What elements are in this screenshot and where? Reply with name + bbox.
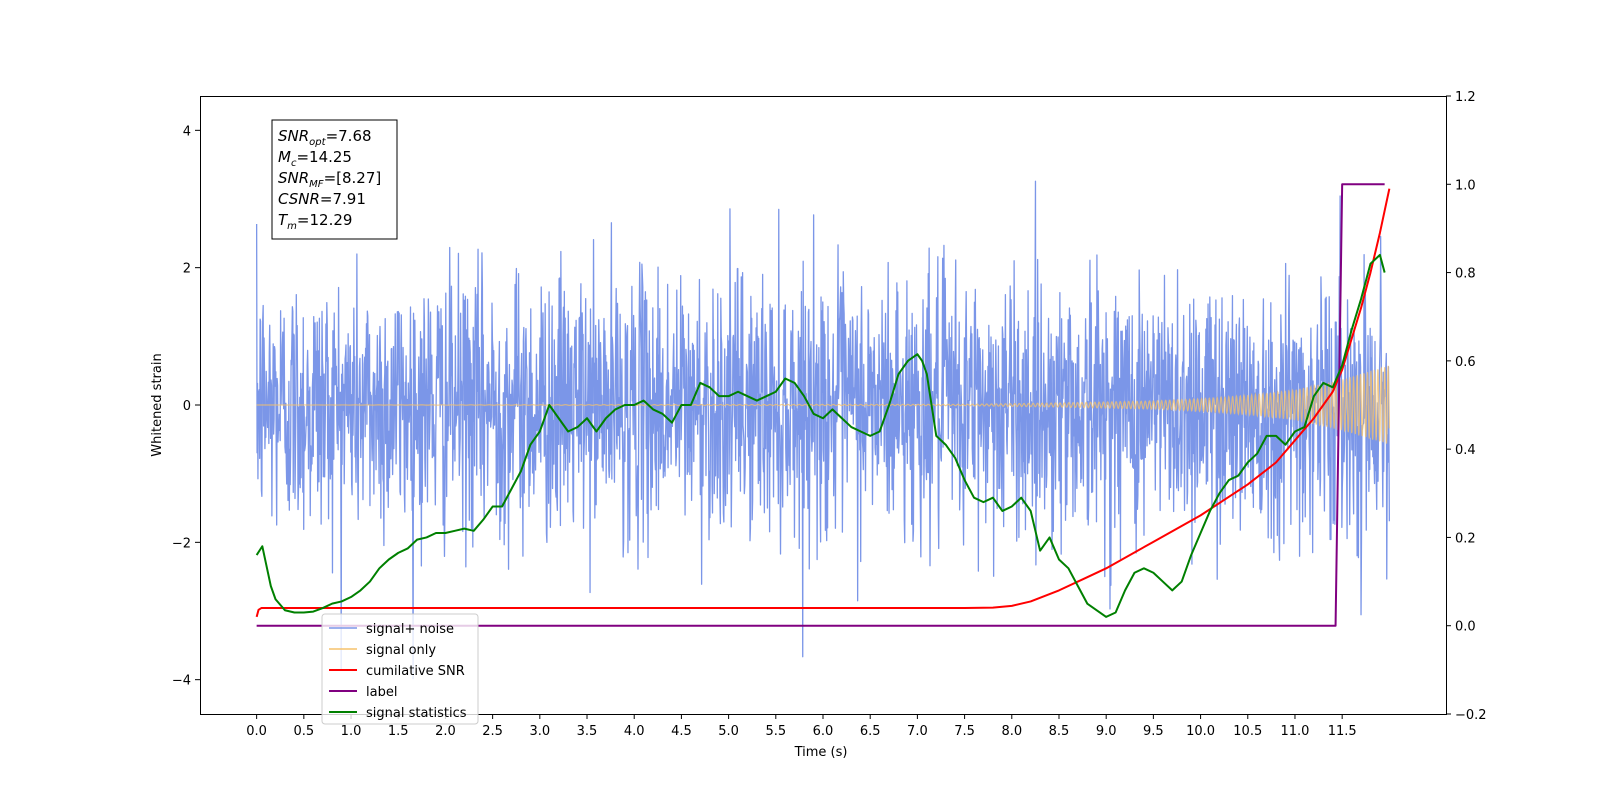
y-left-tick-label: 4: [183, 124, 191, 139]
y-left-tick-label: −4: [172, 674, 191, 689]
x-tick-label: 7.0: [907, 724, 928, 739]
x-tick-label: 10.5: [1233, 724, 1262, 739]
y-left-tick-label: −2: [172, 536, 191, 551]
x-axis-label: Time (s): [794, 745, 848, 760]
y-right-tick-label: 0.2: [1455, 531, 1476, 546]
annotation-subscript: MF: [309, 179, 324, 190]
y-right-tick-label: 0.4: [1455, 443, 1476, 458]
x-tick-label: 2.0: [435, 724, 456, 739]
annotation-value: =7.91: [320, 190, 366, 208]
x-tick-label: 5.0: [718, 724, 739, 739]
x-tick-label: 3.0: [529, 724, 550, 739]
x-tick-label: 2.5: [482, 724, 503, 739]
legend-entry: label: [366, 685, 397, 700]
x-tick-label: 0.5: [293, 724, 314, 739]
x-tick-label: 11.5: [1328, 724, 1357, 739]
series-layer: [255, 180, 1391, 680]
x-tick-label: 7.5: [954, 724, 975, 739]
annotation-symbol: SNR: [278, 169, 309, 187]
stats-annotation-box: SNRopt=7.68Mc=14.25SNRMF=[8.27]CSNR=7.91…: [271, 119, 398, 240]
annotation-line: Mc=14.25: [278, 148, 352, 169]
annotation-line: Tm=12.29: [278, 211, 352, 232]
x-tick-label: 8.0: [1001, 724, 1022, 739]
series-label: [256, 183, 1385, 627]
x-tick-label: 1.0: [341, 724, 362, 739]
series-signal-only: [256, 365, 1390, 444]
x-tick-label: 8.5: [1049, 724, 1070, 739]
x-tick-label: 6.0: [813, 724, 834, 739]
x-tick-label: 6.5: [860, 724, 881, 739]
series-cumulative-snr: [255, 188, 1391, 618]
annotation-symbol: SNR: [278, 127, 309, 145]
annotation-symbol: M: [278, 148, 291, 166]
annotation-value: =12.29: [297, 211, 353, 229]
y-axis-left: 4 2 0 −2 −4: [172, 124, 200, 689]
annotation-symbol: T: [278, 211, 289, 229]
x-tick-label: 5.5: [765, 724, 786, 739]
legend-entry: signal only: [366, 643, 436, 658]
x-tick-label: 9.0: [1096, 724, 1117, 739]
x-tick-label: 11.0: [1280, 724, 1309, 739]
y-right-tick-label: 0.6: [1455, 355, 1476, 370]
annotation-line: SNRopt=7.68: [278, 127, 372, 148]
legend-entry: signal+ noise: [366, 622, 454, 637]
annotation-subscript: m: [287, 221, 297, 232]
annotation-subscript: opt: [309, 137, 326, 148]
annotation-value: =14.25: [296, 148, 352, 166]
y-right-tick-label: 1.2: [1455, 90, 1476, 105]
y-right-tick-label: −0.2: [1455, 708, 1487, 723]
x-tick-label: 4.5: [671, 724, 692, 739]
legend-entry: cumilative SNR: [366, 664, 465, 679]
legend-entry: signal statistics: [366, 706, 467, 721]
y-right-tick-label: 0.0: [1455, 620, 1476, 635]
annotation-value: =[8.27]: [324, 169, 382, 187]
annotation-frame: [271, 119, 398, 240]
y-right-tick-label: 1.0: [1455, 178, 1476, 193]
x-tick-label: 10.0: [1186, 724, 1215, 739]
y-right-tick-label: 0.8: [1455, 267, 1476, 282]
annotation-symbol: CSNR: [278, 190, 320, 208]
x-tick-label: 9.5: [1143, 724, 1164, 739]
legend: signal+ noise signal only cumilative SNR la…: [321, 613, 479, 725]
x-tick-label: 1.5: [388, 724, 409, 739]
annotation-subscript: c: [291, 158, 297, 169]
y-axis-right: 1.2 1.0 0.8 0.6 0.4 0.2 0.0 −0.2: [1446, 90, 1487, 723]
annotation-line: CSNR=7.91: [278, 190, 366, 208]
y-left-tick-label: 2: [183, 262, 191, 277]
y-axis-label: Whitened strain: [150, 353, 165, 456]
legend-frame: [321, 613, 479, 725]
annotation-line: SNRMF=[8.27]: [278, 169, 381, 190]
x-axis: 0.0 0.5 1.0 1.5 2.0 2.5 3.0 3.5 4.0 4.5 5.0 5.5 6.0 6…: [246, 714, 1357, 739]
x-tick-label: 0.0: [246, 724, 267, 739]
annotation-value: =7.68: [326, 127, 372, 145]
y-left-tick-label: 0: [183, 399, 191, 414]
series-signal-statistics: [255, 253, 1386, 618]
x-tick-label: 3.5: [577, 724, 598, 739]
x-tick-label: 4.0: [624, 724, 645, 739]
